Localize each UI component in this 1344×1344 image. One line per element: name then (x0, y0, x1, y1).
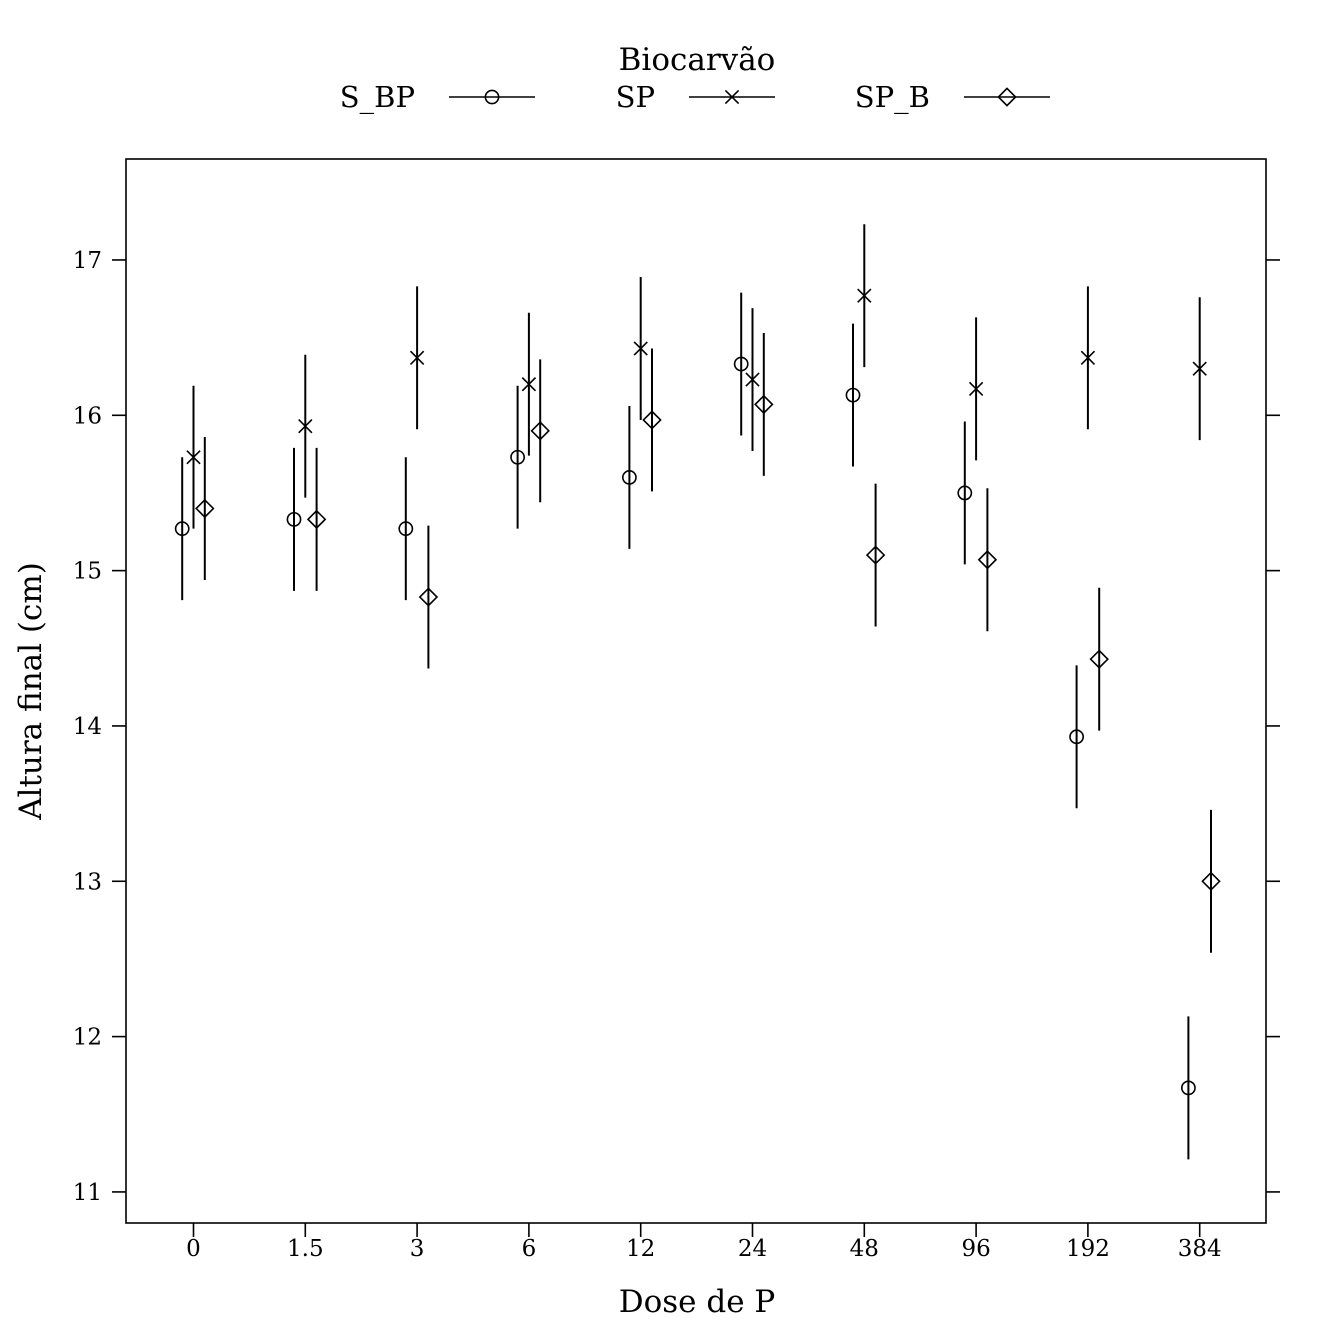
point-sp-b (195, 498, 215, 519)
x-tick-label: 192 (1066, 1236, 1110, 1262)
legend-entry-sp: SP (616, 80, 775, 114)
y-tick-label: 14 (73, 714, 102, 740)
point-sp-b (1201, 871, 1221, 891)
point-sp (186, 450, 201, 465)
point-s-bp (733, 356, 749, 372)
legend-label: S_BP (340, 80, 415, 115)
legend-marker (724, 89, 740, 105)
point-s-bp (1069, 729, 1084, 745)
legend-marker (484, 89, 500, 105)
point-s-bp (286, 511, 302, 527)
plot-frame (125, 158, 1267, 1224)
x-tick-label: 0 (186, 1236, 201, 1262)
x-tick-label: 24 (738, 1236, 767, 1262)
point-sp (521, 377, 537, 392)
y-tick-label: 15 (73, 559, 102, 585)
x-tick-label: 96 (961, 1236, 990, 1262)
point-sp (633, 341, 648, 356)
point-s-bp (845, 387, 861, 403)
legend-marker (997, 87, 1017, 107)
point-sp (745, 372, 760, 387)
point-s-bp (174, 521, 190, 537)
x-tick-label: 3 (410, 1236, 425, 1262)
point-sp (409, 350, 425, 365)
point-s-bp (398, 521, 414, 537)
x-tick-label: 384 (1178, 1236, 1222, 1262)
legend-label: SP (616, 80, 655, 114)
point-sp-b (865, 545, 886, 565)
y-tick-label: 12 (73, 1025, 102, 1051)
x-tick-label: 6 (522, 1236, 537, 1262)
point-sp-b (530, 421, 550, 441)
point-sp-b (642, 410, 662, 430)
y-axis: 11 12 13 14 15 16 17 (73, 248, 1280, 1206)
legend-entry-s-bp: S_BP (340, 80, 535, 115)
legend-title: Biocarvão (619, 42, 776, 78)
x-axis-title: Dose de P (619, 1284, 776, 1320)
point-sp (1192, 361, 1207, 376)
data-points (174, 288, 1221, 1096)
legend-label: SP_B (855, 80, 930, 115)
point-sp-b (977, 550, 998, 570)
legend-entry-sp-b: SP_B (855, 80, 1050, 115)
error-bars (181, 224, 1212, 1160)
y-tick-label: 16 (73, 403, 102, 429)
point-sp-b (1089, 649, 1109, 669)
point-s-bp (1181, 1080, 1196, 1096)
y-tick-label: 17 (73, 248, 102, 274)
point-sp (298, 418, 313, 434)
point-sp (857, 288, 872, 303)
x-tick-label: 12 (626, 1236, 655, 1262)
point-sp (1080, 350, 1096, 365)
point-s-bp (957, 485, 973, 501)
x-tick-label: 1.5 (287, 1236, 324, 1262)
y-axis-title: Altura final (cm) (13, 562, 49, 821)
x-axis: 0 1.5 3 6 12 24 48 96 192 384 (186, 1223, 1222, 1262)
point-s-bp (510, 449, 525, 465)
point-s-bp (622, 470, 637, 485)
legend-entries: S_BP SP SP_B (340, 80, 1050, 115)
y-tick-label: 11 (73, 1180, 102, 1206)
point-sp-b (418, 587, 439, 607)
point-sp (968, 381, 984, 397)
legend: Biocarvão S_BP SP SP_B (340, 42, 1050, 115)
x-tick-label: 48 (850, 1236, 879, 1262)
y-tick-label: 13 (73, 869, 102, 895)
point-sp-b (754, 394, 774, 415)
point-sp-b (306, 509, 327, 530)
